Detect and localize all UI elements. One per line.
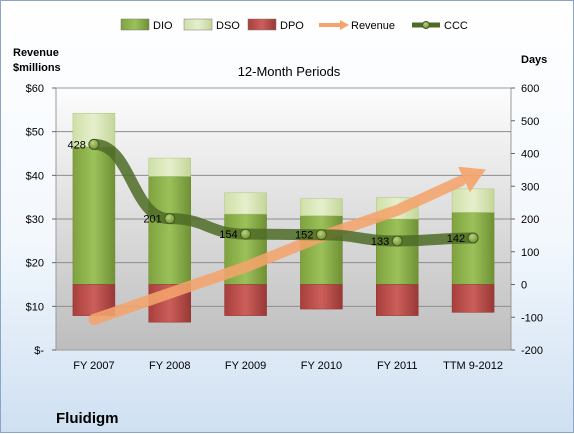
category-label: FY 2008 — [149, 360, 190, 372]
chart-title: 12-Month Periods — [238, 64, 341, 79]
right-tick-label: 300 — [521, 181, 539, 193]
bar-dio — [72, 146, 116, 285]
right-tick-label: -200 — [521, 345, 543, 357]
ccc-data-label: 428 — [68, 139, 86, 151]
company-name: Fluidigm — [56, 410, 119, 427]
bar-dpo — [300, 284, 343, 310]
left-tick-label: $30 — [26, 214, 44, 226]
ccc-series: 428 201 154 152 133 142 — [68, 138, 479, 248]
legend-swatch-dio — [120, 18, 150, 31]
ccc-data-label: 152 — [295, 230, 313, 242]
bar-dso — [451, 188, 495, 213]
revenue-arrowhead — [458, 166, 486, 193]
category-label: FY 2011 — [377, 360, 418, 372]
legend-label-dpo: DPO — [280, 20, 304, 32]
right-tick-label: 400 — [521, 149, 539, 161]
category-label: FY 2010 — [301, 360, 342, 372]
right-tick-label: 600 — [521, 83, 539, 95]
ccc-data-label: 154 — [219, 229, 237, 241]
ccc-data-label: 142 — [447, 233, 465, 245]
ccc-point — [467, 232, 479, 244]
chart-legend: DIO DSO DPO Revenue CCC — [120, 18, 468, 32]
bar-dso — [300, 198, 343, 216]
category-label: TTM 9-2012 — [443, 360, 503, 372]
ccc-data-label: 201 — [143, 214, 161, 226]
ccc-point — [315, 229, 327, 241]
left-axis-title-line2: $millions — [13, 62, 61, 74]
bar-dio — [451, 212, 495, 285]
right-tick-label: 200 — [521, 214, 539, 226]
left-tick-label: $40 — [26, 170, 44, 182]
legend-label-revenue: Revenue — [351, 20, 395, 32]
bar-dso — [148, 157, 191, 177]
right-tick-label: -100 — [521, 312, 543, 324]
ccc-point — [391, 235, 403, 247]
bar-dio — [148, 176, 191, 285]
legend-label-ccc: CCC — [444, 20, 468, 32]
legend-label-dio: DIO — [153, 20, 173, 32]
legend-arrow-revenue — [340, 20, 349, 30]
left-axis-title-line1: Revenue — [13, 47, 59, 59]
revenue-line — [88, 175, 466, 325]
bar-dpo — [376, 284, 419, 316]
axes: $- $10 $20 $30 $40 $50 $60 -200 -100 0 100 200 300 40… — [26, 83, 543, 372]
legend-swatch-dpo — [247, 18, 277, 31]
bar-dso — [224, 192, 267, 215]
left-tick-label: $50 — [26, 127, 44, 139]
ccc-point — [88, 138, 100, 150]
bar-dpo — [451, 284, 495, 313]
revenue-series — [88, 166, 486, 325]
right-tick-label: 100 — [521, 247, 539, 259]
category-label: FY 2007 — [73, 360, 114, 372]
bar-dio — [376, 218, 419, 285]
left-tick-label: $20 — [26, 258, 44, 270]
bar-dpo — [224, 284, 267, 316]
category-label: FY 2009 — [225, 360, 266, 372]
left-tick-label: $60 — [26, 83, 44, 95]
right-axis-title: Days — [521, 54, 547, 66]
ccc-point — [240, 228, 252, 240]
left-tick-label: $- — [34, 345, 44, 357]
left-tick-label: $10 — [26, 301, 44, 313]
legend-marker-ccc — [422, 21, 430, 29]
ccc-point — [164, 213, 176, 225]
ccc-data-label: 133 — [371, 236, 389, 248]
legend-swatch-dso — [183, 18, 213, 31]
right-tick-label: 500 — [521, 116, 539, 128]
right-tick-label: 0 — [521, 280, 527, 292]
legend-label-dso: DSO — [216, 20, 240, 32]
